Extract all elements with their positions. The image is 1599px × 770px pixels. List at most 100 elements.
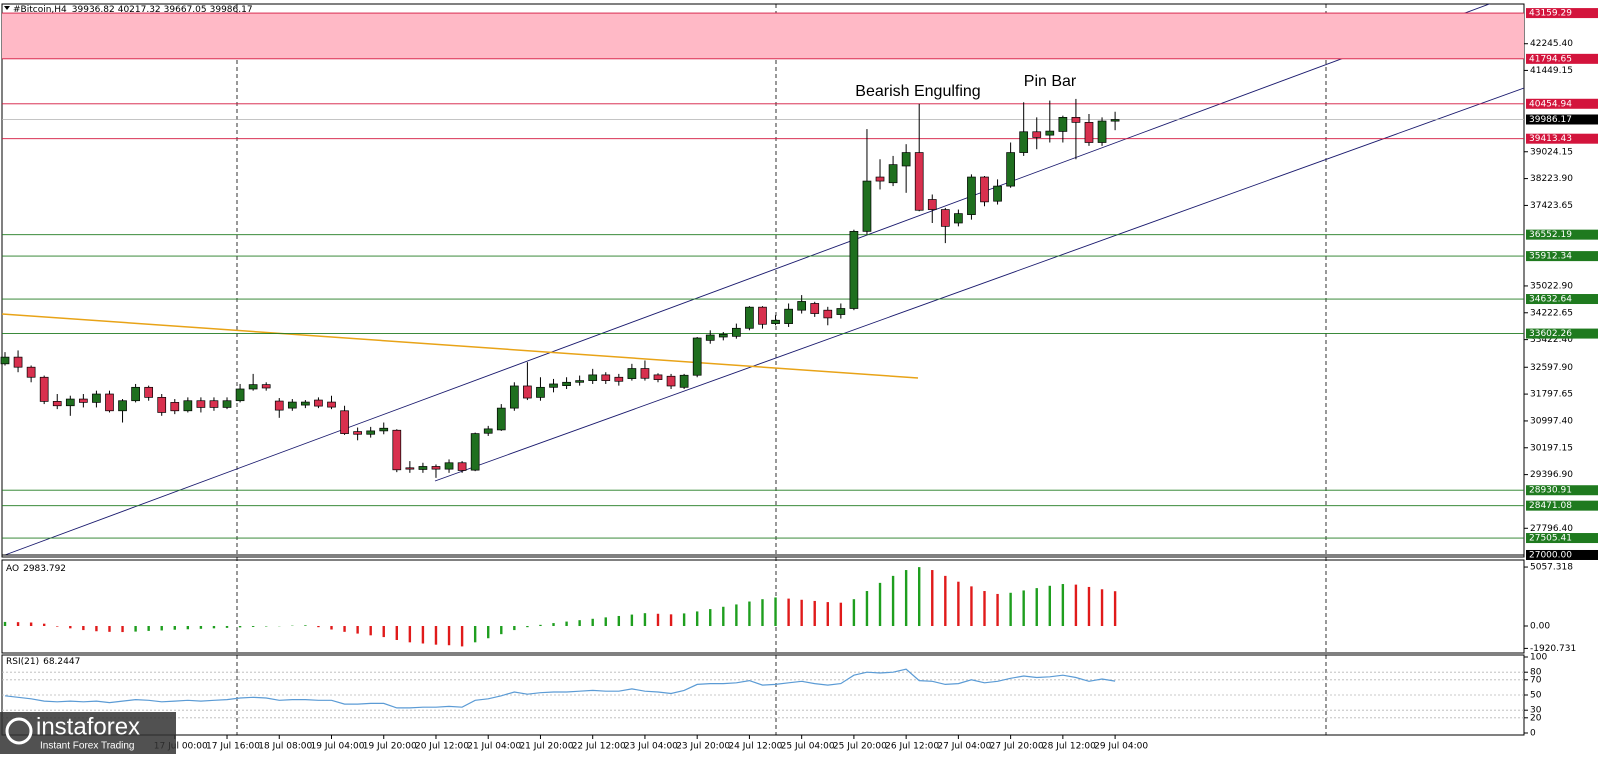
candle-body xyxy=(340,410,349,434)
x-tick-label: 28 Jul 12:00 xyxy=(1042,742,1096,752)
candle-body xyxy=(836,308,846,315)
ao-bar xyxy=(630,614,634,627)
candle-body xyxy=(993,185,1002,202)
x-tick-label: 22 Jul 12:00 xyxy=(572,742,626,752)
ao-bar xyxy=(1048,585,1051,627)
x-tick-label: 17 Jul 00:00 xyxy=(154,742,208,752)
candle-body xyxy=(914,152,924,211)
level-box xyxy=(1526,251,1598,262)
candle-body xyxy=(523,385,532,399)
candle-body xyxy=(327,401,336,408)
ao-bar xyxy=(539,624,542,627)
ao-bar xyxy=(421,626,425,644)
ao-bar xyxy=(186,626,190,630)
logo-icon xyxy=(5,717,33,745)
candle-body xyxy=(562,381,571,386)
y-tick-label: 37423.65 xyxy=(1530,201,1573,211)
level-label: 27000.00 xyxy=(1529,550,1572,560)
candle-body xyxy=(379,427,389,432)
ao-bar xyxy=(970,586,973,627)
candle-body xyxy=(627,368,637,379)
ao-bar xyxy=(225,626,229,628)
candle-body xyxy=(1110,119,1120,122)
candle-body xyxy=(470,433,480,471)
level-box xyxy=(1526,229,1598,240)
candle-body xyxy=(287,401,297,409)
level-box xyxy=(1526,98,1598,109)
y-tick-label: 41449.15 xyxy=(1530,66,1573,76)
x-tick-label: 21 Jul 20:00 xyxy=(519,742,573,752)
candle-body xyxy=(653,374,663,380)
y-tick-label: -1920.731 xyxy=(1530,644,1576,654)
candle-body xyxy=(862,180,872,232)
x-tick-label: 25 Jul 20:00 xyxy=(833,742,887,752)
candle-body xyxy=(301,401,310,406)
ao-bar xyxy=(931,570,934,627)
trend-line xyxy=(2,313,919,379)
x-tick-label: 27 Jul 20:00 xyxy=(990,742,1044,752)
ao-bar xyxy=(16,622,20,627)
level-label: 33602.26 xyxy=(1529,329,1572,339)
ao-bar xyxy=(317,626,320,628)
level-label: 28471.08 xyxy=(1529,501,1572,511)
ao-bar xyxy=(487,626,490,639)
candle-body xyxy=(980,176,989,203)
logo: instaforex Instant Forex Trading xyxy=(0,712,176,754)
ao-bar xyxy=(42,623,46,627)
candle-body xyxy=(1006,152,1015,187)
ao-bar xyxy=(839,602,843,627)
candle-body xyxy=(536,386,545,398)
candle-body xyxy=(810,303,820,314)
candle-body xyxy=(235,388,245,402)
candle-body xyxy=(222,400,232,408)
x-tick-label: 27 Jul 04:00 xyxy=(937,742,991,752)
ao-bar xyxy=(69,626,72,629)
candle-body xyxy=(954,213,963,224)
ao-bar xyxy=(865,591,869,627)
ao-bar xyxy=(656,613,660,627)
ao-bar xyxy=(1009,592,1012,627)
level-box xyxy=(1526,8,1598,19)
candle-body xyxy=(26,366,36,378)
level-label: 34632.64 xyxy=(1529,295,1572,305)
x-tick-label: 17 Jul 16:00 xyxy=(206,742,260,752)
level-box xyxy=(1526,485,1598,496)
ao-bar xyxy=(878,582,882,627)
candle-body xyxy=(444,462,454,470)
candle-body xyxy=(1058,116,1068,132)
candle-body xyxy=(1097,120,1107,143)
ao-bar xyxy=(787,598,790,627)
last-open: 39936.82 xyxy=(72,5,115,15)
candle-body xyxy=(314,399,323,407)
ao-bar xyxy=(748,601,751,627)
x-tick-label: 23 Jul 20:00 xyxy=(676,742,730,752)
ao-bar xyxy=(774,597,777,627)
candle-body xyxy=(927,199,937,210)
ao-bar xyxy=(722,606,725,627)
candle-body xyxy=(509,385,519,409)
y-tick-label: 5057.318 xyxy=(1530,563,1573,573)
candle-body xyxy=(901,152,911,167)
series-layer: 42245.40 41449.15 39024.15 38223.90 37423.65… xyxy=(0,8,1598,752)
candle-body xyxy=(405,467,415,470)
x-tick-label: 23 Jul 04:00 xyxy=(624,742,678,752)
ao-bar xyxy=(604,617,607,627)
channel-upper xyxy=(4,4,1491,556)
ao-bar xyxy=(617,615,621,627)
candle-body xyxy=(1071,116,1081,123)
channel-lower xyxy=(434,87,1524,482)
y-tick-label: 34222.65 xyxy=(1530,308,1573,318)
ao-bar xyxy=(251,626,255,627)
ao-bar xyxy=(983,591,986,627)
level-box xyxy=(1526,328,1598,339)
candle-body xyxy=(758,306,767,325)
ao-bar xyxy=(761,599,764,627)
header: #Bitcoin,H4 39936.82 40217.32 39667.05 39986… xyxy=(13,5,253,15)
candle-body xyxy=(157,397,167,413)
y-tick-label: 39024.15 xyxy=(1530,147,1573,157)
ao-bar xyxy=(578,620,581,627)
candle-body xyxy=(13,356,23,368)
candle-body xyxy=(418,466,428,470)
ao-bar xyxy=(1035,588,1038,627)
